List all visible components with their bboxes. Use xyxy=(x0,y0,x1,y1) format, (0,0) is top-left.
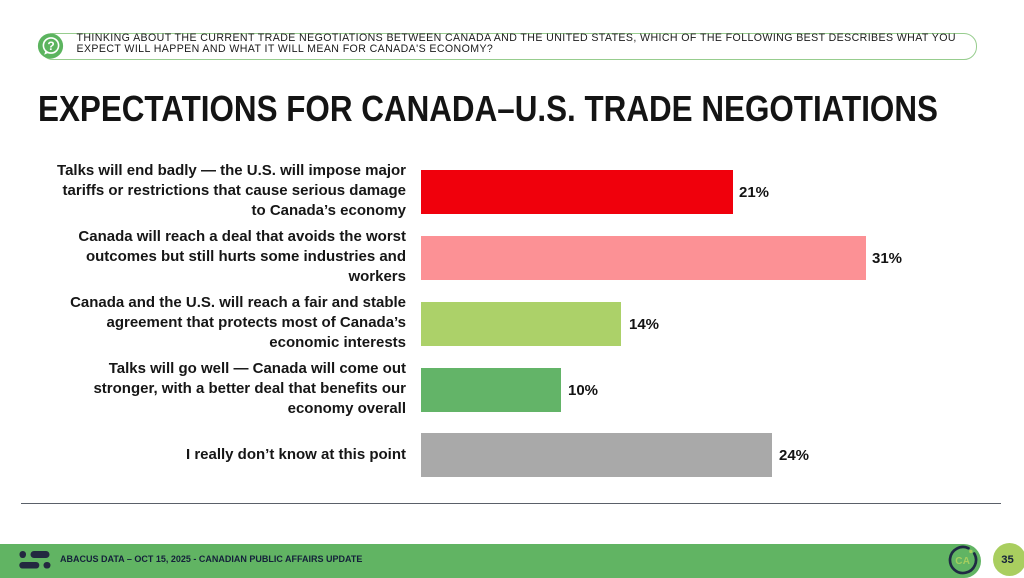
svg-text:?: ? xyxy=(47,39,54,53)
svg-text:CA: CA xyxy=(955,556,970,567)
